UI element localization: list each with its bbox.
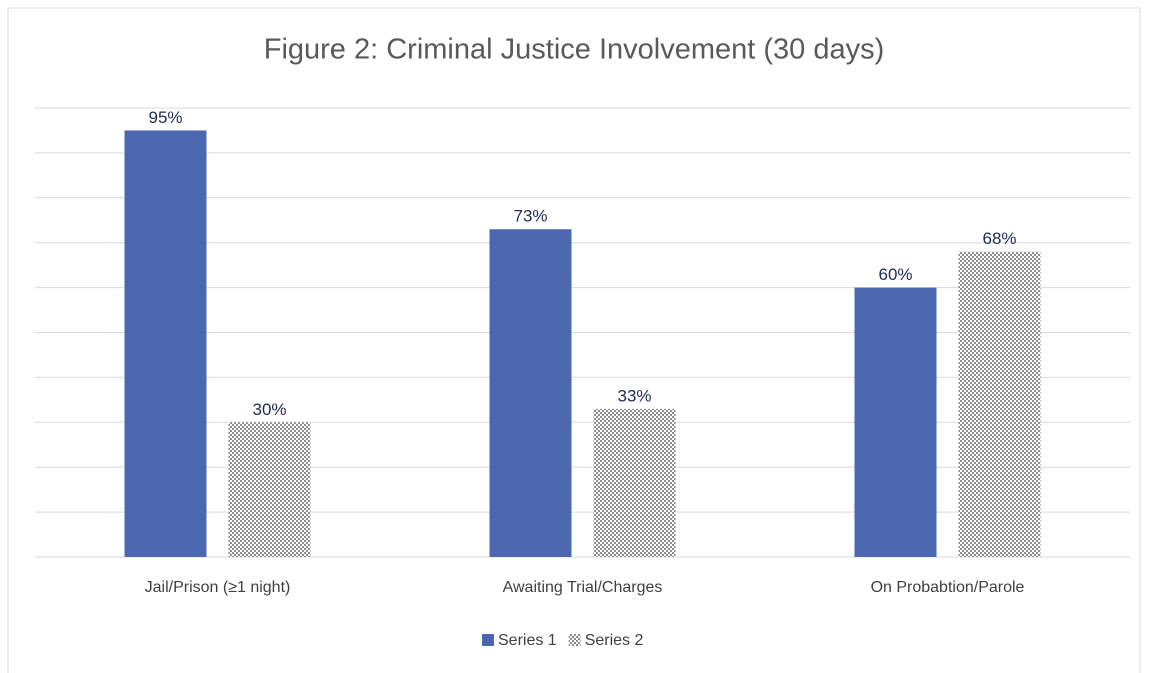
bar [124, 130, 207, 557]
legend-label: Series 2 [585, 632, 644, 649]
data-label: 68% [982, 229, 1016, 248]
bar [958, 251, 1041, 557]
bar [489, 229, 572, 558]
bar [854, 287, 937, 557]
data-label: 33% [617, 386, 651, 405]
legend-swatch [482, 634, 494, 646]
x-tick-label: Awaiting Trial/Charges [503, 579, 663, 596]
chart-title: Figure 2: Criminal Justice Involvement (… [264, 34, 885, 66]
x-tick-label: Jail/Prison (≥1 night) [145, 579, 291, 596]
bar [228, 422, 311, 557]
legend-swatch [568, 634, 581, 646]
x-tick-label: On Probabtion/Parole [871, 579, 1025, 596]
data-label: 60% [878, 265, 912, 284]
data-label: 95% [148, 108, 182, 127]
data-label: 30% [252, 400, 286, 419]
bar [593, 408, 676, 557]
data-label: 73% [513, 207, 547, 226]
legend-label: Series 1 [498, 632, 557, 649]
